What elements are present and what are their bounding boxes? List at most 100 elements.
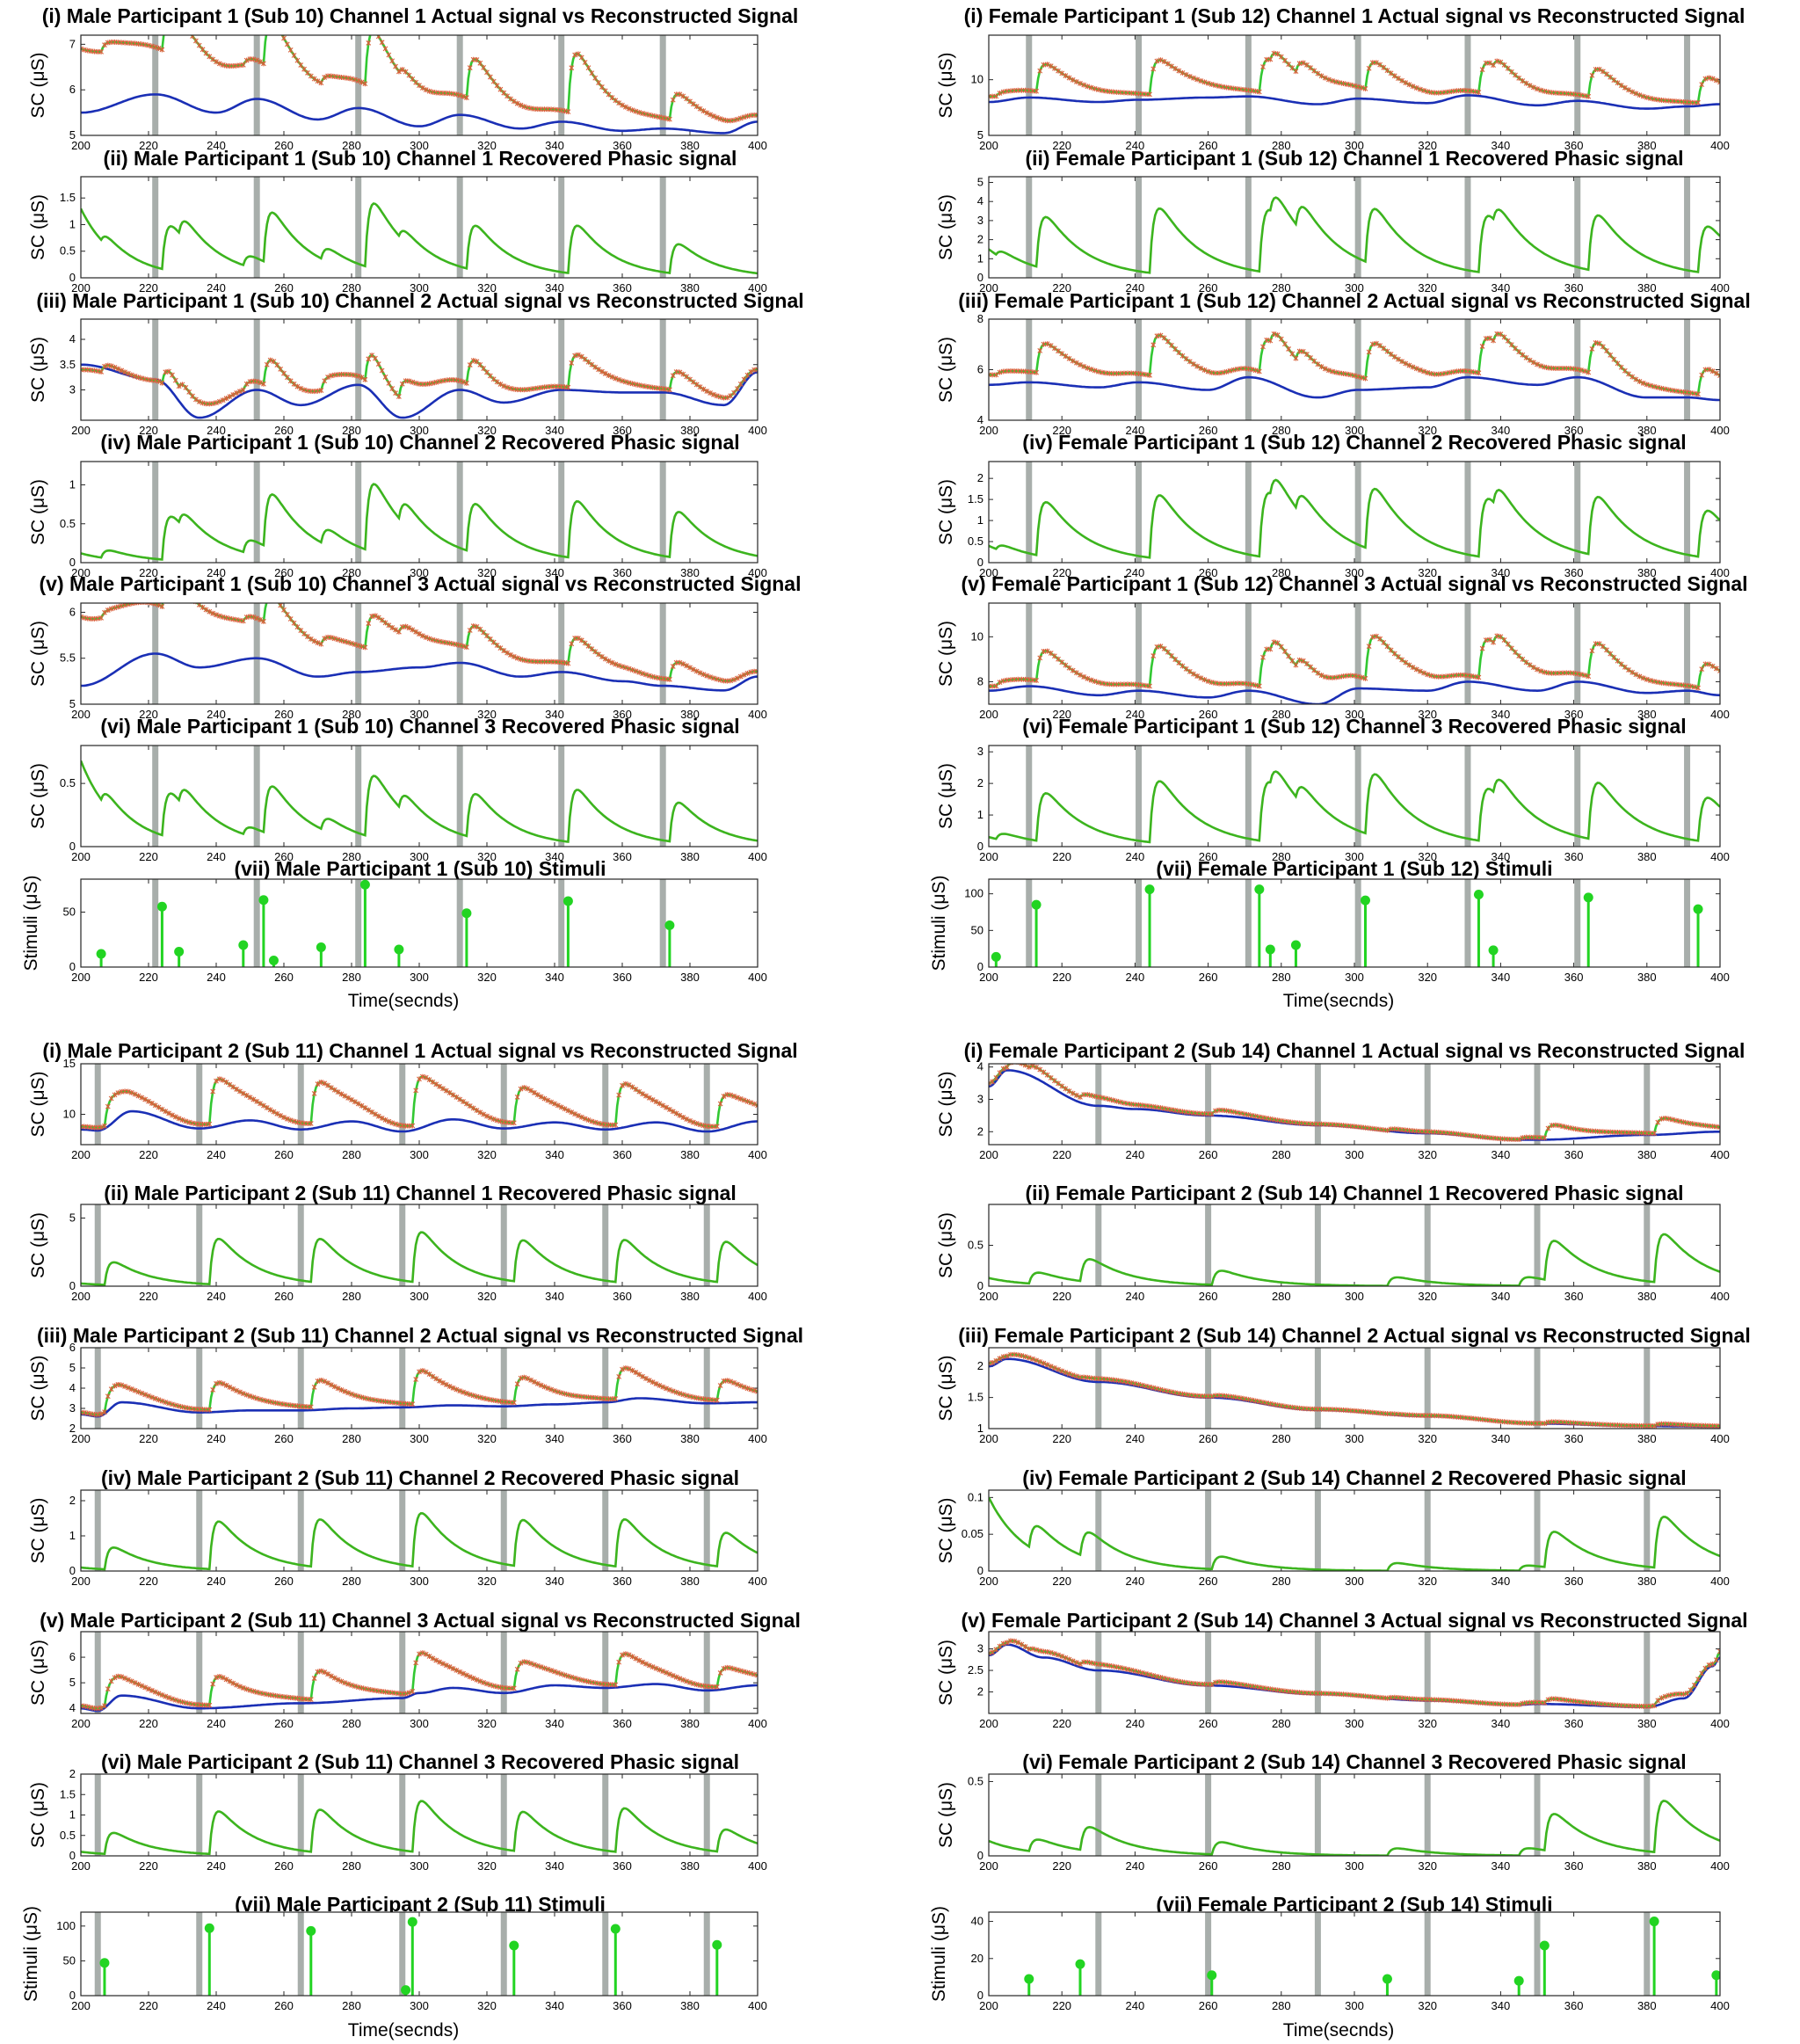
m2-panel-1-reconstructed-marker (237, 1088, 243, 1095)
m2-panel-5-reconstructed-marker (102, 1703, 107, 1709)
f1-panel-3-reconstructed-marker (1579, 367, 1584, 373)
f2-panel-1-reconstructed-marker (1516, 1137, 1522, 1143)
m2-panel-2-xtick-label: 300 (410, 1290, 429, 1303)
m2-panel-1-tonic-line (81, 1109, 758, 1133)
f2-panel-5-reconstructed-marker (1132, 1668, 1138, 1674)
f1-panel-6-xtick-label: 380 (1637, 850, 1657, 863)
f1-panel-2-stimulus-marker (1574, 177, 1581, 278)
f1-panel-1-reconstructed-marker (1330, 78, 1335, 84)
f1-panel-5-reconstructed-marker (1078, 672, 1083, 678)
m1-panel-3-reconstructed-marker (585, 359, 592, 365)
m2-panel-1-xtick-label: 260 (274, 1148, 294, 1161)
m1-panel-7-xtick-label: 320 (477, 971, 497, 984)
f1-panel-5-reconstructed-marker (1165, 649, 1171, 655)
m1-panel-1-reconstructed-marker (755, 113, 758, 119)
f1-panel-7-stem-head (1144, 884, 1155, 895)
f2-panel-1-reconstructed-marker (993, 1074, 999, 1080)
m1-panel-3-reconstructed-marker (362, 376, 368, 382)
m2-panel-5-reconstructed-marker (98, 1705, 104, 1711)
f1-panel-1-xtick-label: 380 (1637, 139, 1657, 152)
f1-panel-3-reconstructed-marker (1147, 372, 1152, 378)
f1-panel-6-stimulus-marker (1464, 746, 1471, 847)
f1-panel-1-reconstructed-marker (1267, 56, 1274, 62)
f2-panel-4: (iv) Female Participant 2 (Sub 14) Chann… (936, 1466, 1730, 1588)
m1-panel-1-reconstructed-marker (258, 59, 263, 65)
f1-panel-1-reconstructed-marker (1322, 75, 1328, 81)
f1-panel-5-reconstructed-marker (1629, 669, 1636, 675)
f1-panel-3-reconstructed-marker (1191, 361, 1196, 367)
m1-panel-3-reconstructed-marker (457, 378, 463, 384)
f2-panel-5-xtick-label: 300 (1345, 1717, 1364, 1730)
f1-panel-5-reconstructed-marker (1535, 666, 1540, 673)
m2-panel-5-ytick-label: 5 (69, 1676, 76, 1689)
m1-panel-1-reconstructed-marker (582, 60, 588, 66)
m1-panel-7-xtick-label: 400 (748, 971, 767, 984)
m1-panel-1-stimulus-marker (659, 35, 666, 135)
m1-panel-1-reconstructed-marker (240, 62, 246, 68)
f1-panel-3-reconstructed-marker (1220, 369, 1226, 375)
f1-panel-2-ytick-label: 3 (977, 214, 983, 227)
f2-panel-1-stimulus-marker (1095, 1064, 1102, 1145)
f1-panel-1-reconstructed-marker (1359, 84, 1365, 91)
m2-panel-1-reconstructed-marker (369, 1109, 374, 1116)
m2-panel-5-reconstructed-marker (156, 1691, 162, 1697)
m1-panel-2-xtick-label: 380 (680, 281, 700, 295)
m1-panel-5-reconstructed-marker (355, 643, 361, 649)
m2-panel-1-reconstructed-marker (278, 1113, 284, 1119)
m1-panel-1-stimulus-marker (152, 35, 159, 135)
f1-panel-1-reconstructed-marker (1589, 72, 1595, 78)
m2-panel-1-reconstructed-marker (660, 1102, 666, 1109)
f2-panel-7-xtick-label: 240 (1126, 1999, 1145, 2012)
m1-panel-5-reconstructed-marker (744, 670, 751, 676)
f2-panel-6-xtick-label: 220 (1052, 1859, 1071, 1873)
f1-panel-3-reconstructed-marker (1223, 368, 1230, 375)
m1-panel-1-reconstructed-marker (508, 96, 513, 102)
m1-panel-7-stimulus-marker (456, 879, 463, 967)
m2-panel-1-reconstructed-marker (589, 1118, 595, 1124)
f2-panel-5-reconstructed-marker (1208, 1681, 1215, 1687)
f1-panel-1-reconstructed-marker (997, 90, 1003, 96)
m2-panel-6-ytick-label: 1.5 (60, 1787, 76, 1800)
m1-panel-3-reconstructed-marker (375, 361, 381, 367)
f1-panel-1-reconstructed-marker (1535, 86, 1540, 92)
f1-panel-3-reconstructed-marker (1410, 364, 1416, 370)
m1-panel-7-stimulus-marker (152, 879, 159, 967)
m2-panel-3-reconstructed-marker (737, 1383, 744, 1389)
f1-panel-5-reconstructed-marker (1366, 644, 1372, 650)
m1-panel-1-reconstructed-marker (464, 95, 469, 101)
m2-panel-1-reconstructed-marker (585, 1117, 592, 1124)
m1-panel-1-reconstructed-marker (704, 110, 710, 116)
f1-panel-1-reconstructed-marker (1391, 73, 1397, 79)
f1-panel-3-reconstructed-marker (993, 372, 999, 378)
m1-panel-5-reconstructed-marker (254, 615, 260, 622)
m1-panel-2-xtick-label: 340 (545, 281, 564, 295)
m1-panel-1-tonic-line (81, 93, 758, 135)
f1-panel-2-ylabel: SC (μS) (936, 194, 956, 260)
f2-panel-1-reconstructed-marker (1666, 1116, 1672, 1122)
f2-panel-5-series (989, 1632, 1720, 1713)
f1-panel-7-stimulus-marker (1026, 879, 1033, 967)
f1-panel-3-reconstructed-marker (1034, 369, 1039, 375)
m2-panel-5-reconstructed-marker (677, 1676, 683, 1682)
m2-panel-1-reconstructed-marker (633, 1087, 639, 1093)
f1-panel-5-reconstructed-marker (1048, 650, 1054, 656)
m1-panel-6-stimulus-marker (152, 746, 159, 847)
f2-panel-1-reconstructed-marker (1560, 1124, 1566, 1130)
f1-panel-4-xtick-label: 340 (1492, 566, 1511, 579)
m1-panel-3-reconstructed-marker (565, 384, 571, 390)
m2-panel-2-xtick-label: 320 (477, 1290, 497, 1303)
f1-panel-3-xtick-label: 320 (1418, 424, 1437, 437)
m1-panel-3-reconstructed-marker (156, 378, 162, 384)
f1-panel-4-stimulus-marker (1026, 462, 1033, 563)
m1-panel-3-reconstructed-marker (267, 357, 273, 363)
m2-panel-3-reconstructed-marker (207, 1407, 213, 1413)
f2-panel-6-stimulus-marker (1205, 1774, 1212, 1856)
f1-panel-7-plot-area (989, 879, 1720, 967)
f1-panel-2-stimulus-marker (1136, 177, 1143, 278)
m2-panel-1-reconstructed-marker (413, 1087, 419, 1094)
f2-panel-7-axes-frame (988, 1911, 1721, 1997)
m2-panel-4-series (81, 1490, 758, 1571)
m1-panel-3-reconstructed-marker (680, 371, 686, 377)
f2-panel-5-stimulus-marker (1424, 1632, 1431, 1713)
m2-panel-5-reconstructed-marker (345, 1681, 352, 1687)
